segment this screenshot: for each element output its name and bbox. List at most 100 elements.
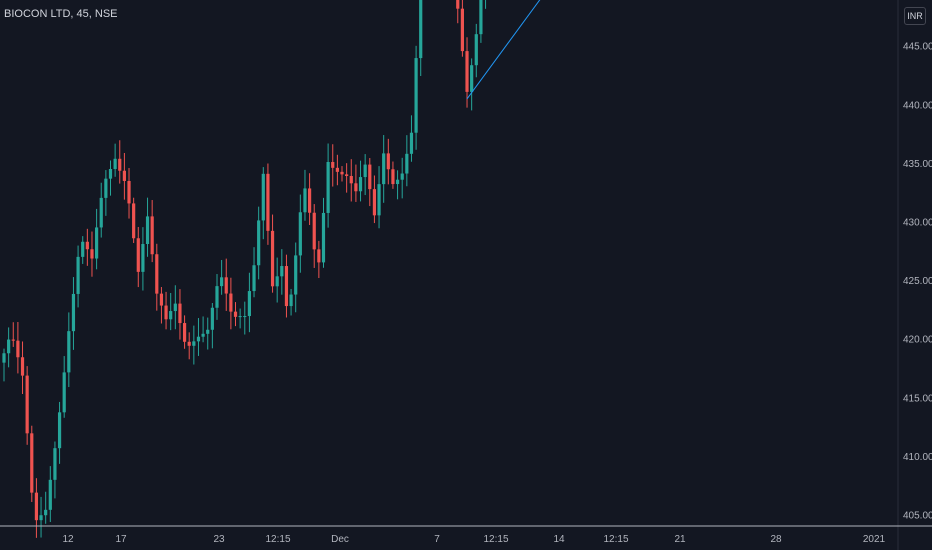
candle[interactable] [108, 160, 113, 196]
candle[interactable] [368, 158, 372, 207]
candle[interactable] [90, 231, 94, 277]
candle[interactable] [395, 170, 400, 200]
candle[interactable] [30, 425, 34, 502]
candle[interactable] [470, 58, 474, 111]
candle[interactable] [224, 258, 228, 311]
candle[interactable] [247, 272, 252, 333]
candle[interactable] [340, 166, 344, 182]
candle[interactable] [321, 197, 326, 268]
candle[interactable] [67, 312, 71, 388]
candle[interactable] [298, 194, 302, 273]
candle[interactable] [229, 277, 233, 330]
candle[interactable] [326, 143, 330, 228]
candle[interactable] [266, 163, 270, 245]
candle[interactable] [62, 356, 66, 418]
candle[interactable] [210, 303, 214, 349]
candle[interactable] [456, 0, 460, 24]
candle[interactable] [372, 175, 377, 224]
candle[interactable] [169, 292, 173, 331]
candle[interactable] [44, 491, 48, 524]
candle[interactable] [261, 167, 265, 240]
candle[interactable] [99, 182, 103, 238]
candle[interactable] [386, 138, 390, 185]
candle[interactable] [460, 0, 464, 57]
candle[interactable] [358, 160, 363, 202]
candle[interactable] [16, 321, 20, 374]
candle[interactable] [57, 401, 62, 464]
candle[interactable] [196, 318, 201, 356]
candle[interactable] [164, 291, 168, 330]
candle[interactable] [414, 45, 418, 150]
candle[interactable] [104, 170, 108, 216]
candle[interactable] [349, 159, 353, 202]
candle[interactable] [11, 322, 15, 347]
candle[interactable] [317, 240, 321, 279]
candle[interactable] [289, 288, 293, 316]
candle[interactable] [243, 301, 247, 335]
candle[interactable] [215, 274, 219, 320]
candle[interactable] [76, 245, 80, 308]
candle[interactable] [400, 157, 404, 199]
candle[interactable] [206, 317, 210, 350]
candle[interactable] [409, 115, 414, 162]
candle[interactable] [118, 140, 122, 184]
candle[interactable] [81, 236, 85, 264]
candle[interactable] [331, 144, 335, 187]
candle[interactable] [405, 135, 409, 187]
candle[interactable] [141, 227, 145, 291]
candle[interactable] [7, 327, 11, 368]
candle[interactable] [312, 204, 316, 268]
candle[interactable] [85, 228, 89, 266]
candle[interactable] [132, 197, 136, 243]
candle[interactable] [419, 0, 423, 76]
candle[interactable] [335, 154, 339, 186]
candle[interactable] [2, 348, 6, 382]
candle[interactable] [391, 161, 395, 189]
candle[interactable] [136, 226, 140, 288]
candle[interactable] [71, 277, 76, 350]
candle[interactable] [159, 287, 164, 324]
candle[interactable] [113, 143, 117, 177]
candle[interactable] [484, 0, 487, 9]
candle[interactable] [39, 496, 43, 538]
candle[interactable] [354, 164, 358, 202]
candle[interactable] [474, 23, 478, 78]
candle[interactable] [122, 152, 126, 200]
candle[interactable] [145, 197, 150, 257]
candle[interactable] [345, 163, 349, 193]
candle[interactable] [275, 257, 279, 303]
candle[interactable] [252, 247, 256, 298]
candle[interactable] [465, 37, 469, 108]
candle[interactable] [173, 285, 177, 330]
candle[interactable] [270, 214, 275, 293]
candle[interactable] [155, 243, 159, 311]
candle[interactable] [377, 166, 381, 229]
candle[interactable] [284, 254, 289, 318]
candle[interactable] [220, 260, 224, 295]
candle[interactable] [307, 173, 312, 225]
candle[interactable] [178, 289, 182, 340]
candle[interactable] [34, 478, 39, 538]
currency-badge[interactable]: INR [904, 7, 926, 25]
candle[interactable] [187, 332, 191, 360]
candle[interactable] [20, 341, 25, 395]
candle[interactable] [95, 208, 99, 270]
candle[interactable] [363, 154, 367, 196]
candle[interactable] [182, 315, 187, 349]
candle[interactable] [257, 206, 261, 280]
candle[interactable] [238, 308, 242, 329]
candle[interactable] [127, 167, 131, 219]
ascending-trendline[interactable] [466, 0, 597, 100]
candle[interactable] [192, 325, 196, 365]
candle[interactable] [233, 302, 238, 327]
candle[interactable] [201, 316, 205, 343]
candle[interactable] [25, 366, 29, 445]
candle[interactable] [303, 169, 307, 221]
candle[interactable] [53, 441, 57, 499]
candle[interactable] [382, 135, 386, 203]
candle[interactable] [479, 0, 483, 43]
candle[interactable] [150, 200, 154, 263]
candle[interactable] [48, 466, 52, 523]
candle[interactable] [294, 242, 298, 313]
